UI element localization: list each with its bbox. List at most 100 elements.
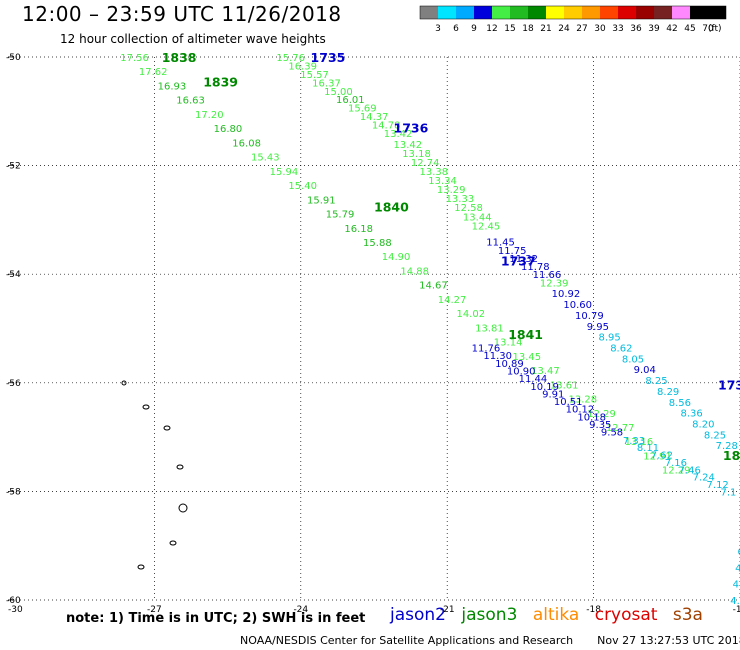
colorbar-label: 18 bbox=[522, 24, 534, 34]
island-outline bbox=[137, 564, 145, 570]
island-outline bbox=[169, 540, 177, 546]
pass-number: 1735 bbox=[311, 50, 346, 65]
swh-value: 12.45 bbox=[472, 221, 501, 232]
island-outline bbox=[178, 503, 188, 513]
colorbar-frame bbox=[419, 5, 727, 20]
colorbar-swatch bbox=[672, 6, 690, 19]
swh-value: 11.66 bbox=[533, 270, 562, 281]
swh-value: 11.45 bbox=[486, 238, 515, 249]
colorbar-label: 21 bbox=[540, 24, 551, 34]
swh-value: 7.46 bbox=[679, 465, 701, 476]
swh-value: 6.0 bbox=[738, 547, 740, 558]
pass-number-edge: 184 bbox=[723, 448, 740, 463]
swh-value: 11.30 bbox=[483, 351, 512, 362]
swh-points: 17.56 17.62 16.93 16.63 17.20 16.80 16.08 15.43… bbox=[120, 53, 740, 607]
swh-value: 10.18 bbox=[577, 412, 606, 423]
colorbar-swatch bbox=[546, 6, 564, 19]
swh-value: 13.33 bbox=[446, 194, 475, 205]
swh-value: 11.78 bbox=[521, 262, 550, 273]
swh-value: 8.95 bbox=[598, 333, 620, 344]
swh-value: 8.36 bbox=[680, 409, 702, 420]
swh-value: 13.61 bbox=[550, 380, 579, 391]
swh-value: 15.76 bbox=[276, 53, 305, 64]
y-tick-label: -60 bbox=[6, 596, 21, 606]
x-tick-label: -21 bbox=[440, 605, 455, 615]
colorbar-label: 33 bbox=[612, 24, 623, 34]
swh-value: 15.88 bbox=[363, 238, 392, 249]
swh-value: 15.00 bbox=[324, 87, 353, 98]
swh-value: 17.62 bbox=[139, 67, 168, 78]
swh-value: 13.45 bbox=[512, 352, 541, 363]
swh-value: 8.11 bbox=[637, 443, 659, 454]
colorbar-swatch bbox=[636, 6, 654, 19]
swh-value: 10.79 bbox=[575, 311, 604, 322]
swh-value: 13.29 bbox=[437, 185, 466, 196]
colorbar-label: 45 bbox=[684, 24, 695, 34]
swh-value: 8.62 bbox=[610, 344, 632, 355]
swh-value: 15.40 bbox=[288, 181, 317, 192]
swh-value: 9.35 bbox=[589, 420, 611, 431]
colorbar-swatch bbox=[420, 6, 438, 19]
swh-value: 13.14 bbox=[494, 338, 523, 349]
swh-value: 17.20 bbox=[195, 110, 224, 121]
swh-value: 14.27 bbox=[438, 295, 467, 306]
swh-value: 9.04 bbox=[634, 365, 656, 376]
footer: NOAA/NESDIS Center for Satellite Applica… bbox=[240, 634, 740, 647]
swh-value: 13.47 bbox=[531, 366, 560, 377]
island-outline bbox=[142, 404, 150, 410]
swh-value: 7.12 bbox=[707, 480, 729, 491]
swh-value: 11.76 bbox=[472, 344, 501, 355]
y-tick-label: -56 bbox=[6, 379, 21, 389]
colorbar-swatch bbox=[438, 6, 456, 19]
pass-number: 1839 bbox=[203, 74, 238, 89]
colorbar-label: 70 bbox=[702, 24, 714, 34]
island-outline bbox=[121, 380, 127, 386]
pass-number: 1840 bbox=[374, 199, 409, 214]
y-tick-label: -50 bbox=[6, 53, 21, 63]
colorbar-swatch bbox=[492, 6, 510, 19]
swh-value: 14.88 bbox=[400, 266, 429, 277]
swh-value: 12.29 bbox=[662, 466, 691, 477]
y-tick-label: -52 bbox=[6, 162, 21, 172]
pass-labels: 1838 1839 1735 1736 1840 1737 1841 bbox=[162, 50, 543, 342]
units-note: note: 1) Time is in UTC; 2) SWH is in fe… bbox=[66, 611, 366, 626]
swh-value: 13.42 bbox=[394, 140, 423, 151]
swh-value: 13.42 bbox=[384, 129, 413, 140]
x-tick-label: -27 bbox=[147, 605, 162, 615]
axis-ticks: -50 -52 -54 -56 -58 -60-30 -27 -24 -21 -18 -15 bbox=[6, 53, 740, 615]
swh-value: 13.18 bbox=[402, 149, 431, 160]
pass-number: 1737 bbox=[501, 254, 536, 269]
colorbar-swatch bbox=[474, 6, 492, 19]
swh-value: 15.43 bbox=[251, 153, 280, 164]
swh-value: 15.91 bbox=[307, 195, 336, 206]
colorbar-swatch bbox=[528, 6, 546, 19]
swh-value: 11.44 bbox=[519, 374, 548, 385]
colorbar-label: 6 bbox=[453, 24, 459, 34]
footer-timestamp: Nov 27 13:27:53 UTC 2018 bbox=[597, 634, 740, 647]
swh-value: 12.29 bbox=[587, 409, 616, 420]
swh-value: 10.92 bbox=[552, 289, 581, 300]
pass-number: 1736 bbox=[394, 121, 429, 136]
swh-value: 9.58 bbox=[601, 428, 623, 439]
map-grid bbox=[8, 56, 740, 601]
x-tick-label: -15 bbox=[733, 605, 740, 615]
footer-credit: NOAA/NESDIS Center for Satellite Applica… bbox=[240, 634, 574, 647]
swh-value: 10.19 bbox=[530, 382, 559, 393]
colorbar-label: 24 bbox=[558, 24, 570, 34]
swh-value: 16.18 bbox=[344, 224, 373, 235]
colorbar-label: 39 bbox=[648, 24, 660, 34]
swh-value: 16.01 bbox=[336, 95, 365, 106]
islands bbox=[121, 380, 188, 570]
swh-value: 11.75 bbox=[498, 246, 527, 257]
swh-value: 15.69 bbox=[348, 104, 377, 115]
swh-value: 7.16 bbox=[665, 458, 687, 469]
colorbar-swatch bbox=[564, 6, 582, 19]
swh-value: 9.95 bbox=[587, 322, 609, 333]
swh-value: 16.93 bbox=[158, 81, 187, 92]
swh-value: 10.12 bbox=[566, 405, 595, 416]
sat-jason2: jason2 bbox=[390, 605, 446, 625]
swh-value: 12.91 bbox=[643, 451, 672, 462]
swh-value: 10.89 bbox=[495, 359, 524, 370]
colorbar-swatch bbox=[600, 6, 618, 19]
pass-number: 1838 bbox=[162, 50, 197, 65]
